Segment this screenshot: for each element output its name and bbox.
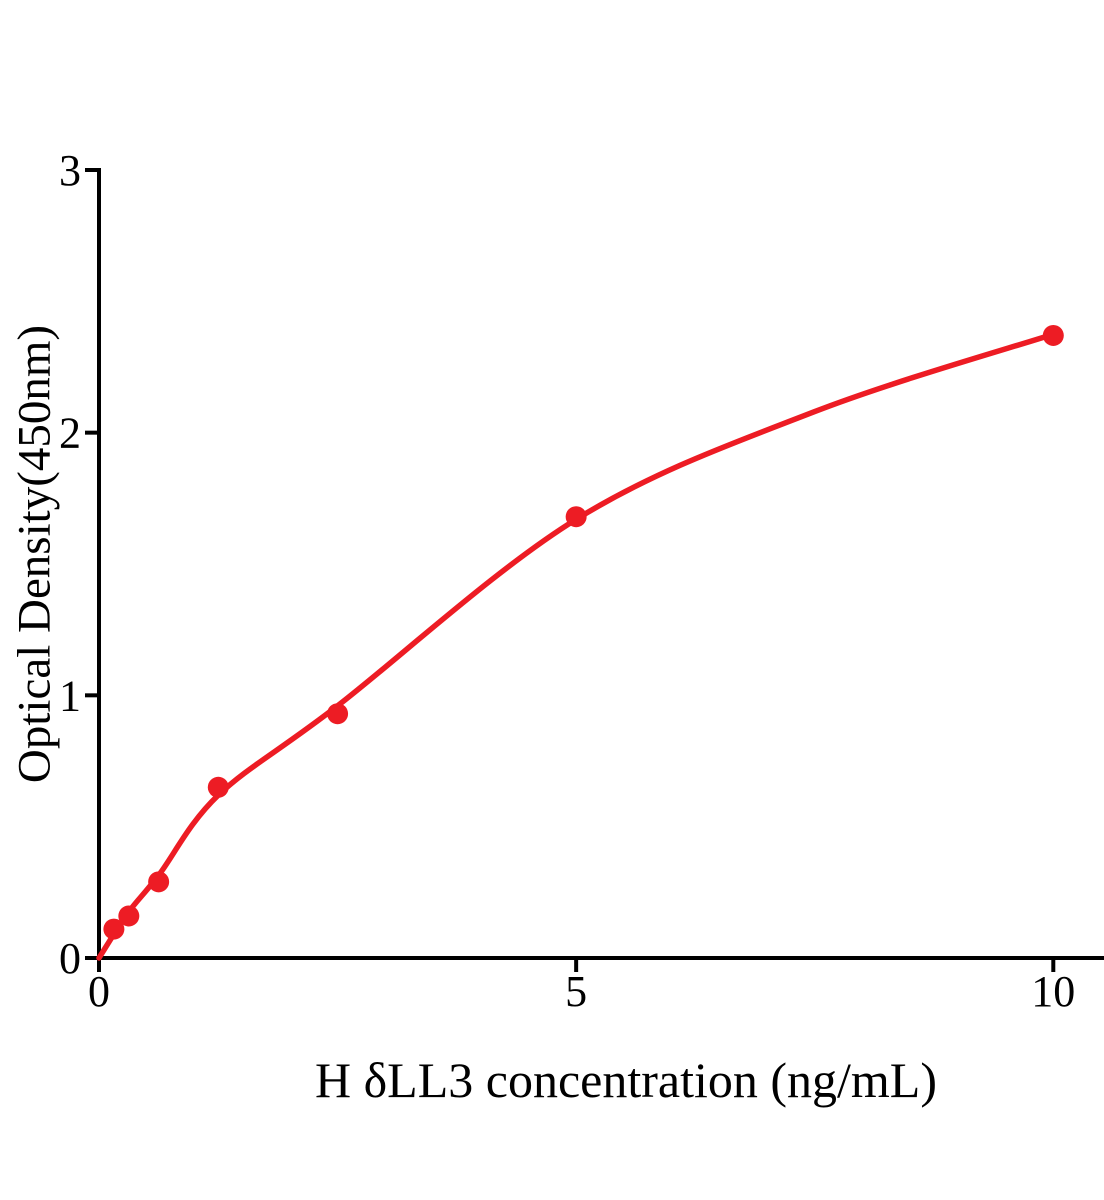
x-tick-label: 0 — [88, 967, 110, 1016]
axes-group — [85, 167, 1104, 972]
x-axis-title: H δLL3 concentration (ng/mL) — [315, 1052, 937, 1108]
data-point — [207, 776, 229, 798]
y-axis-title: Optical Density(450nm) — [8, 325, 60, 783]
data-point — [327, 703, 349, 725]
y-tick-label: 0 — [59, 934, 81, 983]
tick-labels-group: 0 5 10 0 1 2 3 — [59, 146, 1075, 1016]
data-point — [148, 871, 170, 893]
data-point — [1042, 324, 1064, 346]
data-point — [103, 918, 125, 940]
y-tick-label: 2 — [59, 409, 81, 458]
fit-curve — [96, 331, 1057, 961]
x-tick-label: 5 — [565, 967, 587, 1016]
y-tick-label: 3 — [59, 146, 81, 195]
series-group — [96, 324, 1064, 961]
y-tick-label: 1 — [59, 671, 81, 720]
data-point — [565, 506, 587, 528]
data-point — [118, 905, 140, 927]
x-tick-label: 10 — [1031, 967, 1075, 1016]
